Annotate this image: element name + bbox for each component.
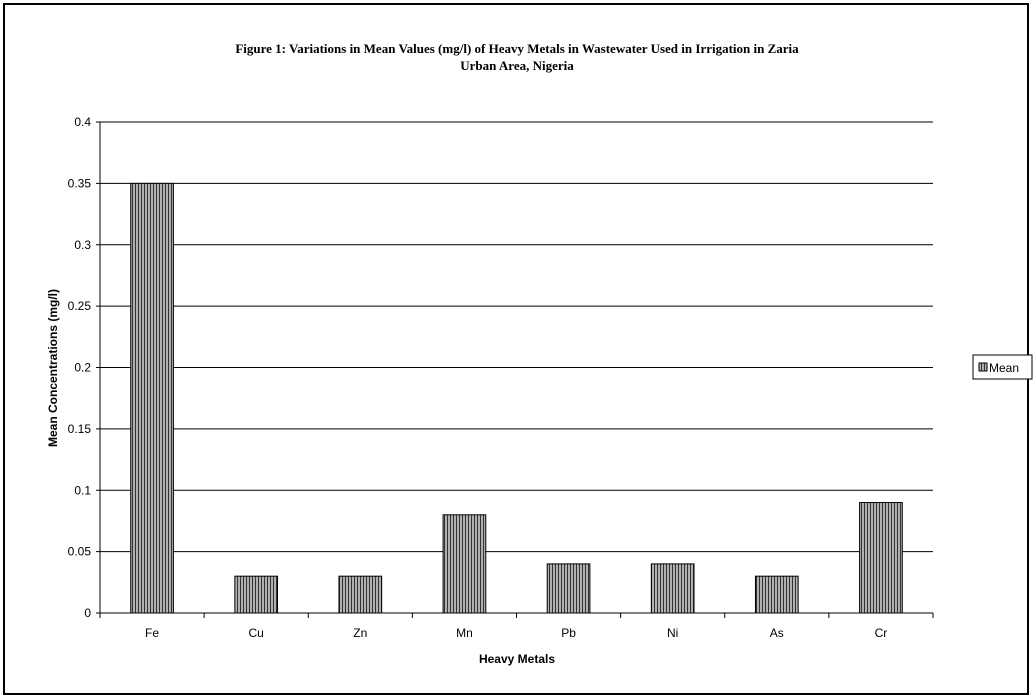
x-axis-ticks: Fe Cu Zn Mn Pb Ni As Cr bbox=[99, 613, 934, 640]
legend: Mean bbox=[972, 354, 1033, 380]
bar-fe bbox=[130, 182, 174, 614]
gridlines bbox=[100, 121, 933, 553]
x-tick-label: Cr bbox=[875, 626, 888, 640]
x-axis-title: Heavy Metals bbox=[479, 652, 555, 666]
y-tick-label: 0.1 bbox=[74, 483, 91, 497]
y-tick-label: 0 bbox=[84, 606, 91, 620]
y-tick-label: 0.3 bbox=[74, 238, 91, 252]
legend-label-mean: Mean bbox=[989, 361, 1019, 375]
bars bbox=[130, 182, 903, 614]
chart-frame bbox=[3, 3, 1029, 695]
y-tick-label: 0.2 bbox=[74, 361, 91, 375]
y-axis-title: Mean Concentrations (mg/l) bbox=[46, 289, 60, 447]
bar-cu bbox=[234, 575, 279, 614]
y-tick-label: 0.05 bbox=[68, 545, 92, 559]
y-tick-label: 0.15 bbox=[68, 422, 92, 436]
chart-title-line-2: Urban Area, Nigeria bbox=[460, 58, 574, 73]
chart-title: Figure 1: Variations in Mean Values (mg/… bbox=[0, 40, 1034, 74]
bar-cr bbox=[859, 502, 903, 614]
x-tick-label: Zn bbox=[353, 626, 367, 640]
y-tick-label: 0.4 bbox=[74, 115, 91, 129]
bar-pb bbox=[546, 563, 591, 614]
x-tick-label: Ni bbox=[667, 626, 678, 640]
x-tick-label: Mn bbox=[456, 626, 473, 640]
bar-as bbox=[754, 575, 799, 614]
bar-mn bbox=[442, 514, 487, 614]
chart-title-line-1: Figure 1: Variations in Mean Values (mg/… bbox=[235, 41, 799, 56]
y-tick-label: 0.35 bbox=[68, 176, 92, 190]
y-tick-label: 0.25 bbox=[68, 299, 92, 313]
bar-ni bbox=[650, 563, 695, 614]
x-tick-label: As bbox=[770, 626, 784, 640]
y-axis-ticks: 0 0.05 0.1 0.15 0.2 0.25 0.3 0.35 0.4 bbox=[68, 115, 100, 620]
x-tick-label: Cu bbox=[249, 626, 264, 640]
x-tick-label: Pb bbox=[561, 626, 576, 640]
bar-zn bbox=[338, 575, 383, 614]
x-tick-label: Fe bbox=[145, 626, 159, 640]
legend-swatch bbox=[978, 362, 988, 372]
